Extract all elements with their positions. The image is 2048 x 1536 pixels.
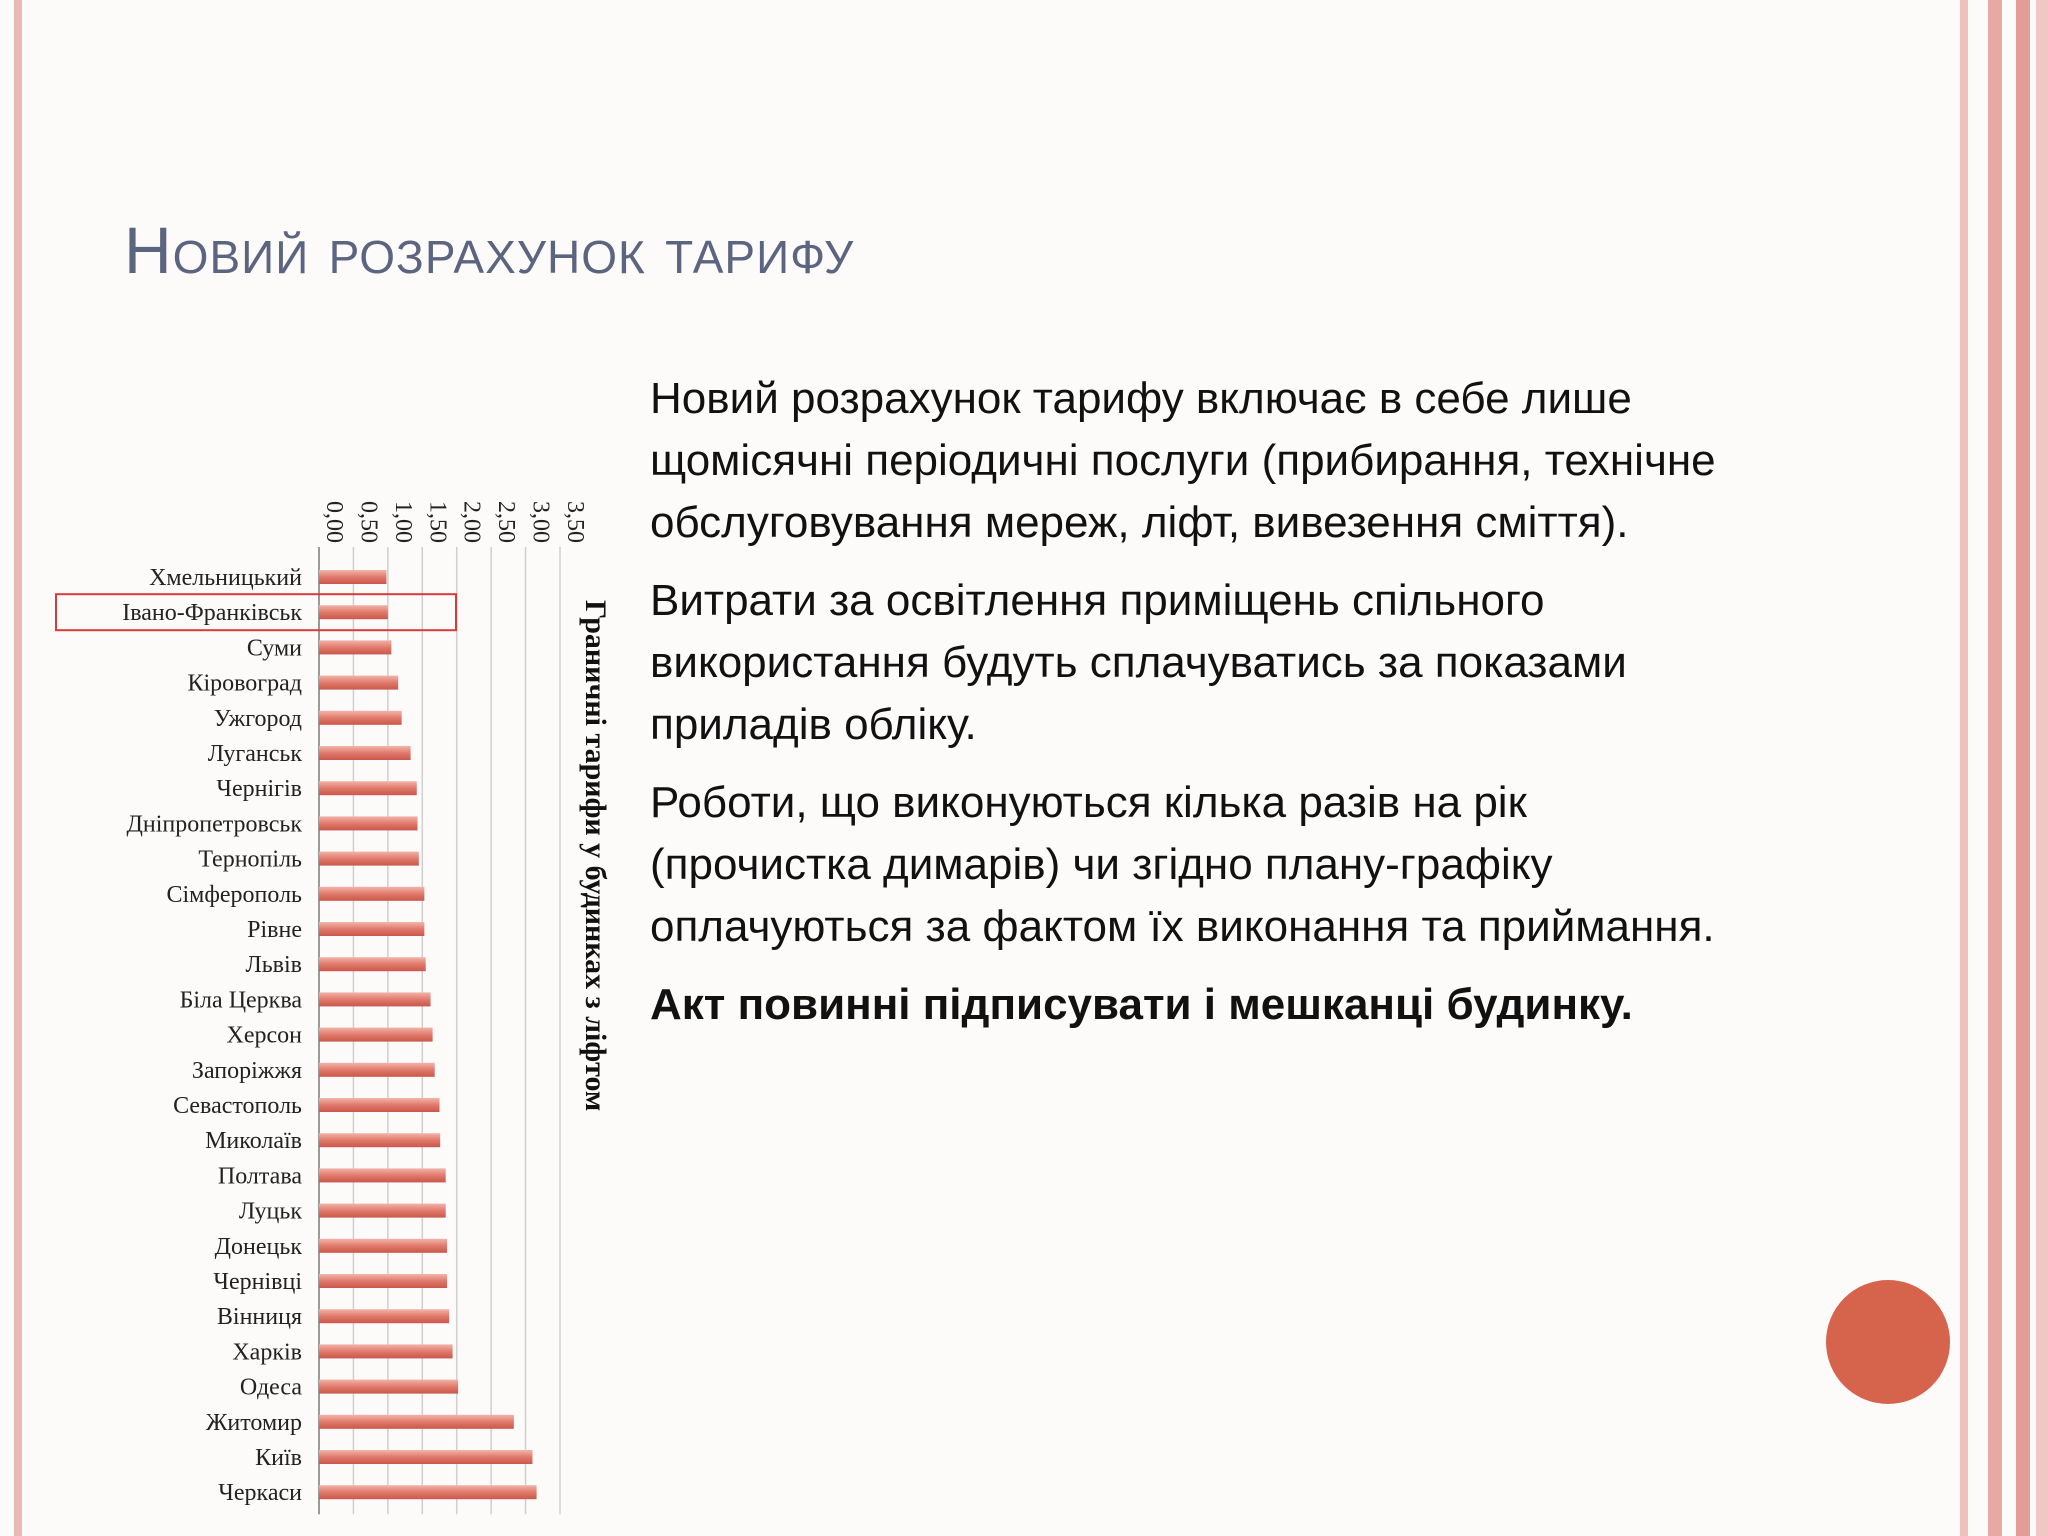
bar	[319, 922, 425, 936]
bar	[319, 1062, 435, 1077]
paragraph-line: Роботи, що виконуються кілька разів на р…	[650, 778, 1527, 827]
bar	[319, 570, 387, 584]
slide-body: Новий розрахунок тарифу включає в себе л…	[650, 368, 1950, 1052]
category-label: Донецьк	[215, 1234, 303, 1260]
right-frame-stripe	[1960, 0, 1968, 1536]
right-frame-stripe	[1988, 0, 2002, 1536]
bar	[319, 957, 426, 972]
x-tick-label: 0,00	[321, 501, 347, 543]
category-label: Сімферополь	[166, 882, 302, 908]
bar	[319, 1274, 448, 1288]
body-paragraph: Новий розрахунок тарифу включає в себе л…	[650, 368, 1950, 554]
bar	[319, 1485, 537, 1500]
category-label: Хмельницький	[149, 565, 302, 591]
bar	[319, 851, 419, 866]
paragraph-line: Акт повинні підписувати і мешканці будин…	[650, 980, 1633, 1029]
bar	[319, 1133, 441, 1148]
category-label: Суми	[247, 635, 302, 661]
paragraph-line: оплачуються за фактом їх виконання та пр…	[650, 902, 1715, 951]
category-label: Київ	[255, 1445, 302, 1471]
right-frame-stripe	[2036, 0, 2048, 1536]
x-tick-label: 3,50	[562, 501, 588, 543]
category-label: Кіровоград	[187, 671, 302, 697]
paragraph-line: Новий розрахунок тарифу включає в себе л…	[650, 374, 1632, 423]
bar	[319, 1168, 446, 1183]
bar	[319, 816, 418, 831]
bar	[319, 640, 392, 655]
category-label: Тернопіль	[198, 847, 302, 873]
x-tick-label: 3,00	[528, 501, 554, 543]
x-tick-label: 2,00	[459, 501, 485, 543]
category-label: Львів	[245, 952, 302, 978]
category-label: Дніпропетровськ	[127, 811, 303, 837]
category-label: Луганськ	[208, 741, 303, 767]
right-frame-stripe	[2016, 0, 2030, 1536]
x-tick-label: 2,50	[493, 501, 519, 543]
bar	[319, 1203, 446, 1218]
category-label: Севастополь	[173, 1093, 302, 1119]
category-label: Чернівці	[213, 1269, 302, 1295]
category-label: Миколаїв	[205, 1128, 302, 1154]
x-tick-label: 1,50	[424, 501, 450, 543]
category-label: Харків	[232, 1339, 302, 1365]
category-label: Рівне	[247, 917, 302, 943]
category-label: Полтава	[218, 1163, 302, 1189]
bar	[319, 1450, 533, 1464]
body-paragraph: Витрати за освітлення приміщень спільног…	[650, 570, 1950, 756]
category-label: Одеса	[240, 1375, 302, 1401]
body-paragraph: Акт повинні підписувати і мешканці будин…	[650, 974, 1950, 1036]
decorative-circle	[1826, 1280, 1950, 1404]
category-label: Херсон	[227, 1023, 303, 1049]
bar	[319, 886, 425, 901]
left-frame-stripe	[14, 0, 22, 1536]
bar	[319, 605, 388, 620]
category-label: Івано-Франківськ	[122, 600, 302, 626]
paragraph-line: приладів обліку.	[650, 700, 977, 749]
paragraph-line: (прочистка димарів) чи згідно плану-граф…	[650, 840, 1553, 889]
category-label: Біла Церква	[180, 987, 303, 1013]
highlight-box	[55, 593, 457, 632]
category-label: Чернігів	[216, 776, 302, 802]
bar	[319, 675, 399, 690]
bar	[319, 1414, 514, 1429]
category-label: Вінниця	[217, 1304, 302, 1330]
bar	[319, 1309, 450, 1324]
category-label: Черкаси	[218, 1480, 302, 1506]
bar	[319, 1379, 459, 1394]
bar	[319, 992, 431, 1007]
category-label: Житомир	[206, 1410, 302, 1436]
category-label: Ужгород	[214, 706, 302, 732]
paragraph-line: щомісячні періодичні послуги (прибирання…	[650, 436, 1716, 485]
bar	[319, 1098, 440, 1112]
x-tick-label: 0,50	[355, 501, 381, 543]
bar	[319, 1238, 448, 1253]
bar	[319, 781, 417, 796]
paragraph-line: обслуговування мереж, ліфт, вивезення см…	[650, 498, 1629, 547]
bar	[319, 746, 411, 760]
category-label: Запоріжжя	[192, 1058, 302, 1084]
chart-axis-title: Граничні тарифи у будинках з ліфтом	[579, 600, 612, 1111]
body-paragraph: Роботи, що виконуються кілька разів на р…	[650, 772, 1950, 958]
paragraph-line: Витрати за освітлення приміщень спільног…	[650, 576, 1545, 625]
bar	[319, 1344, 453, 1359]
bar	[319, 1027, 433, 1042]
tariff-chart-svg: 0,00 0,50 1,00 1,50 2,00 2,50 3,00 3,50 Хмельниц…	[55, 501, 612, 1515]
slide-title: Новий розрахунок тарифу	[124, 213, 855, 287]
x-tick-label: 1,00	[390, 501, 416, 543]
tariff-chart: 0,00 0,50 1,00 1,50 2,00 2,50 3,00 3,50 Хмельниц…	[40, 455, 640, 1536]
category-label: Луцьк	[239, 1199, 302, 1225]
paragraph-line: використання будуть сплачуватись за пока…	[650, 638, 1627, 687]
bar	[319, 710, 402, 725]
